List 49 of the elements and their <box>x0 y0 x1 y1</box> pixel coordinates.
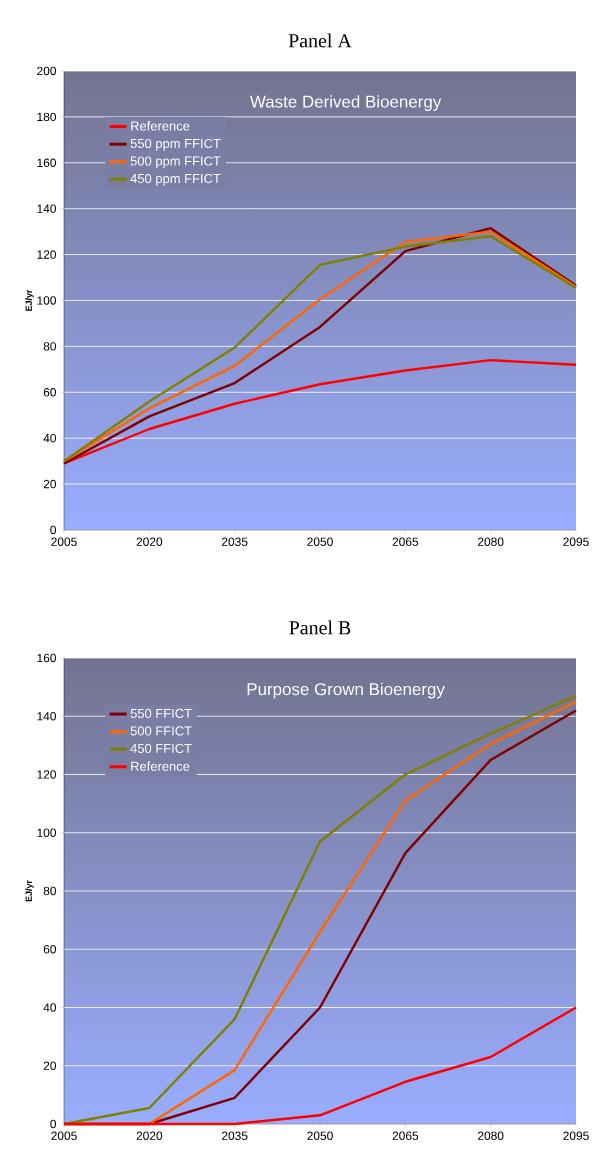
x-tick-label: 2050 <box>307 1131 333 1140</box>
x-tick-label: 2050 <box>307 537 333 546</box>
line-series <box>62 358 578 465</box>
x-tick-label: 2020 <box>136 537 163 546</box>
y-tick-label: 100 <box>37 828 57 837</box>
y-tick-label: 80 <box>43 342 57 351</box>
x-tick-label: 2005 <box>51 1131 77 1140</box>
x-tick-label: 2035 <box>221 1131 248 1140</box>
chart-title: Panel A <box>288 33 352 48</box>
y-axis-title: EJ/yr <box>25 880 34 902</box>
legend-label: 550 ppm FFICT <box>130 138 221 151</box>
y-tick-label: 120 <box>37 250 57 259</box>
y-tick-label: 100 <box>37 296 57 305</box>
y-tick-label: 140 <box>37 712 57 721</box>
legend-label: Reference <box>131 761 190 771</box>
y-tick-label: 20 <box>43 1061 57 1070</box>
x-tick-label: 2005 <box>51 537 77 546</box>
y-tick-label: 40 <box>43 433 57 443</box>
x-tick-label: 2065 <box>392 537 419 546</box>
x-tick-label: 2065 <box>392 1131 419 1140</box>
y-tick-label: 160 <box>37 653 57 663</box>
y-tick-label: 60 <box>43 945 57 954</box>
y-tick-label: 0 <box>50 1119 57 1129</box>
chart-title: Panel B <box>289 620 351 635</box>
y-tick-label: 120 <box>37 770 57 779</box>
y-tick-label: 0 <box>50 525 57 535</box>
text: Purpose Grown Bioenergy <box>247 682 445 699</box>
y-tick-label: 20 <box>43 479 57 489</box>
y-axis-title: EJ/yr <box>25 289 34 311</box>
y-tick-label: 60 <box>43 388 57 397</box>
x-tick-label: 2095 <box>563 537 589 546</box>
text: Waste Derived Bioenergy <box>249 95 442 112</box>
y-tick-label: 40 <box>43 1003 57 1012</box>
x-tick-label: 2035 <box>221 537 248 546</box>
y-tick-label: 200 <box>37 66 57 76</box>
legend-label: Reference <box>131 121 190 131</box>
y-tick-label: 80 <box>43 886 57 896</box>
legend-label: 500 ppm FFICT <box>130 156 221 169</box>
legend-label: 550 FFICT <box>130 708 192 718</box>
x-tick-label: 2080 <box>477 537 504 546</box>
y-tick-label: 140 <box>37 204 57 213</box>
x-tick-label: 2095 <box>563 1131 589 1140</box>
y-tick-label: 160 <box>37 158 57 168</box>
legend-label: 500 FFICT <box>130 726 192 736</box>
x-tick-label: 2020 <box>136 1131 163 1140</box>
legend-label: 450 ppm FFICT <box>130 173 221 186</box>
y-tick-label: 180 <box>37 112 57 122</box>
x-tick-label: 2080 <box>477 1131 504 1140</box>
legend-label: 450 FFICT <box>130 743 192 753</box>
